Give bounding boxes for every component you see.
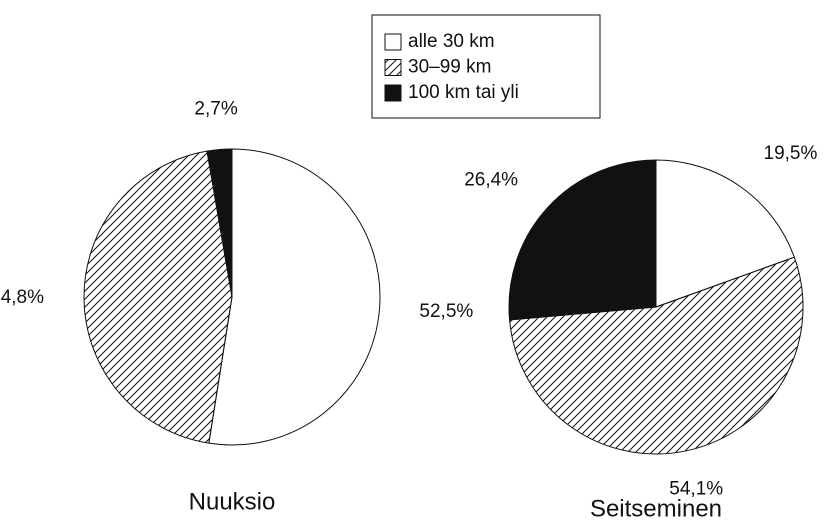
pie-slice (206, 148, 233, 298)
legend-swatch (384, 33, 402, 51)
pie-slice (509, 256, 804, 455)
legend-swatch (384, 84, 402, 102)
slice-label: 2,7% (194, 99, 237, 120)
pie-slice (508, 159, 657, 321)
legend-label: alle 30 km (408, 31, 495, 52)
slice-label: 19,5% (764, 143, 818, 164)
legend-label: 30–99 km (408, 57, 491, 78)
pie-title: Seitseminen (590, 495, 722, 520)
slice-label: 52,5% (419, 301, 473, 322)
slice-label: 44,8% (0, 287, 44, 308)
legend-label: 100 km tai yli (408, 82, 519, 103)
legend-swatch (384, 59, 402, 76)
slice-label: 26,4% (464, 170, 518, 191)
pie-slice (655, 159, 795, 308)
pie-title: Nuuksio (189, 488, 276, 515)
slice-label: 54,1% (669, 479, 723, 500)
legend-box (371, 14, 601, 119)
pie-slice (83, 150, 233, 444)
pie-slice (208, 148, 381, 446)
